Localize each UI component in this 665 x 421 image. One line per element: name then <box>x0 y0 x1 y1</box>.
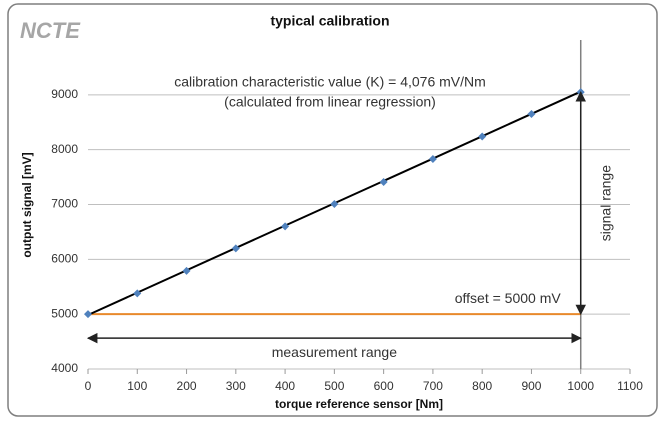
x-tick-label: 1000 <box>567 379 594 393</box>
chart-title: typical calibration <box>270 13 389 29</box>
x-tick-label: 700 <box>423 379 443 393</box>
x-tick-label: 400 <box>275 379 295 393</box>
y-tick-label: 6000 <box>51 252 78 266</box>
x-tick-label: 500 <box>324 379 344 393</box>
y-tick-label: 7000 <box>51 197 78 211</box>
point <box>527 110 536 119</box>
x-tick-label: 600 <box>374 379 394 393</box>
x-tick-label: 200 <box>177 379 197 393</box>
y-tick-label: 9000 <box>51 87 78 101</box>
point <box>330 199 339 208</box>
annotation: calibration characteristic value (K) = 4… <box>174 74 486 90</box>
x-axis-label: torque reference sensor [Nm] <box>275 397 443 411</box>
y-axis-label: output signal [mV] <box>20 152 34 257</box>
y-tick-label: 8000 <box>51 142 78 156</box>
annotation: (calculated from linear regression) <box>224 94 436 110</box>
y-tick-label: 4000 <box>51 361 78 375</box>
point <box>84 310 92 319</box>
x-tick-label: 100 <box>127 379 147 393</box>
point <box>428 154 437 163</box>
offset-label: offset = 5000 mV <box>455 290 562 306</box>
point <box>379 178 388 187</box>
x-tick-label: 1100 <box>617 379 643 393</box>
signal-range-label: signal range <box>597 165 613 241</box>
point <box>231 244 240 253</box>
logo: NCTE <box>20 18 81 43</box>
frame <box>7 3 658 417</box>
x-tick-label: 300 <box>226 379 246 393</box>
measurement-range-label: measurement range <box>272 344 398 360</box>
x-tick-label: 0 <box>85 379 92 393</box>
x-tick-label: 900 <box>521 379 541 393</box>
x-tick-label: 800 <box>472 379 492 393</box>
point <box>478 132 487 141</box>
point <box>281 222 290 231</box>
point <box>182 266 191 275</box>
point <box>133 289 142 298</box>
y-tick-label: 5000 <box>51 306 78 320</box>
